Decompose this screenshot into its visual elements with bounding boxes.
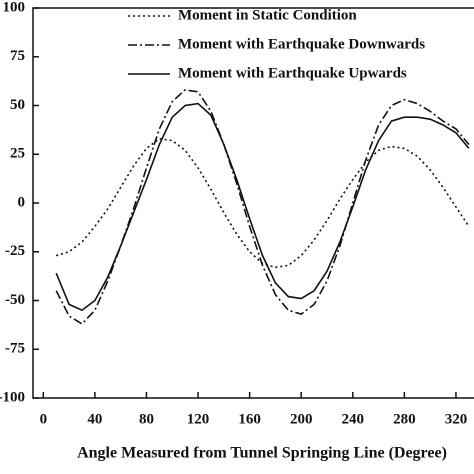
x-tick-label: 120 [187,411,210,427]
series-line [55,102,470,312]
legend-label: Moment with Earthquake Downwards [178,36,425,52]
x-tick-label: 200 [290,411,313,427]
y-tick-label: -50 [5,292,25,308]
y-tick-label: -25 [5,243,25,259]
legend-label: Moment with Earthquake Upwards [178,65,407,81]
y-tick-label: 0 [18,194,26,210]
y-tick-label: 100 [3,0,26,15]
legend-label: Moment in Static Condition [178,7,357,23]
y-tick-label: 25 [10,146,25,162]
x-axis-label: Angle Measured from Tunnel Springing Lin… [77,445,447,462]
y-tick-label: 75 [10,48,25,64]
x-tick-label: 80 [139,411,154,427]
y-tick-label: -100 [0,389,25,405]
y-tick-label: -75 [5,341,25,357]
y-tick-label: 50 [10,97,25,113]
x-tick-label: 0 [40,411,48,427]
x-tick-label: 240 [342,411,365,427]
x-tick-label: 160 [238,411,261,427]
series-line [55,137,470,269]
x-tick-label: 320 [445,411,468,427]
x-tick-label: 280 [393,411,416,427]
series-line [55,89,470,325]
x-tick-label: 40 [87,411,102,427]
